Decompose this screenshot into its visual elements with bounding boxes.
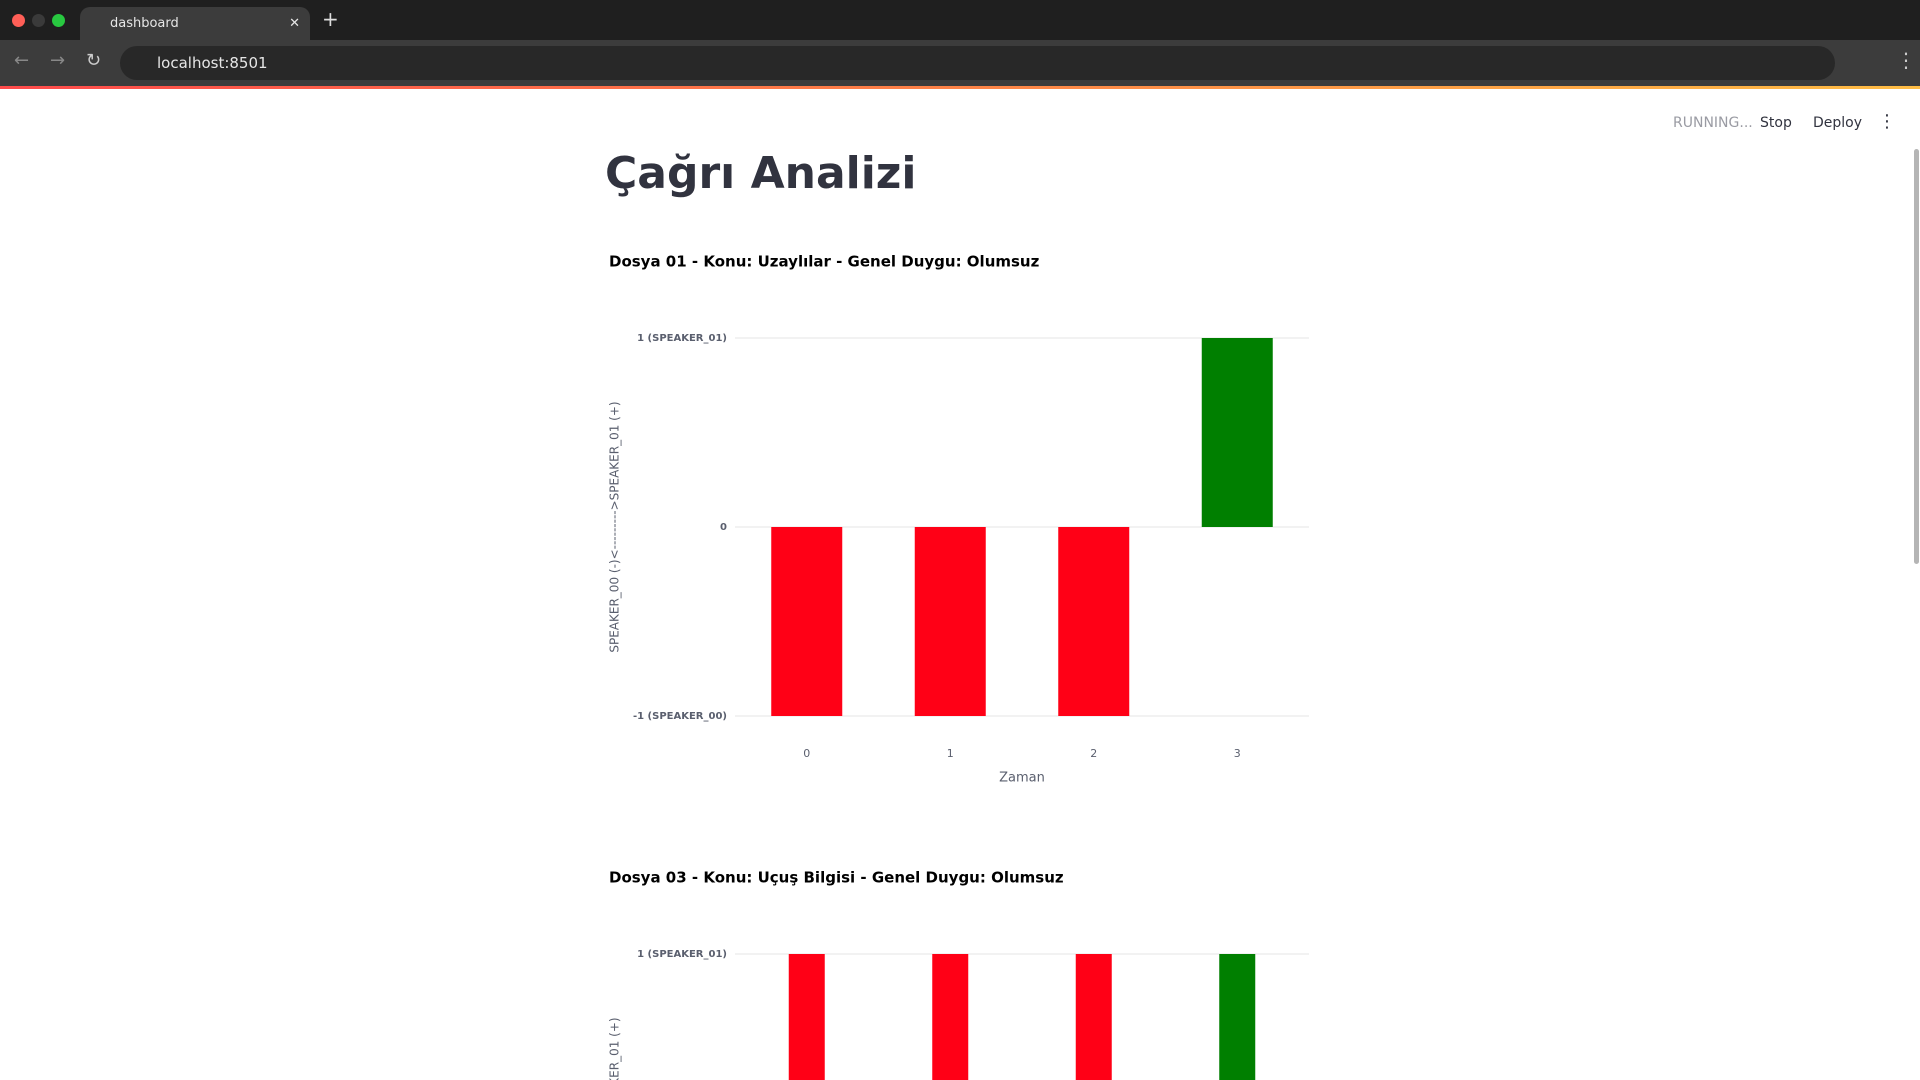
bar [932, 954, 969, 1080]
bar [788, 954, 825, 1080]
running-status: RUNNING... [1673, 115, 1753, 131]
back-button[interactable]: ← [14, 50, 30, 71]
url: localhost:8501 [157, 54, 268, 72]
forward-button[interactable]: → [50, 50, 66, 71]
bar [771, 527, 843, 716]
close-window[interactable] [12, 14, 25, 27]
scrollbar[interactable] [1914, 149, 1919, 564]
y-axis-title: SPEAKER_00 (-)<--------->SPEAKER_01 (+) [608, 1017, 622, 1080]
bar [1219, 954, 1256, 1080]
y-axis-title: SPEAKER_00 (-)<--------->SPEAKER_01 (+) [608, 401, 622, 652]
x-axis-title: Zaman [999, 771, 1045, 786]
tab-title: dashboard [110, 16, 179, 31]
reload-button[interactable]: ↻ [86, 50, 102, 71]
app-menu[interactable]: ⋮ [1878, 111, 1896, 132]
bar [1201, 338, 1273, 527]
y-tick-label: 0 [720, 522, 727, 533]
chart-title: Dosya 03 - Konu: Uçuş Bilgisi - Genel Du… [609, 869, 1064, 887]
toolbar: ← → ↻ localhost:8501 ⋮ [0, 40, 1920, 86]
new-tab[interactable]: + [322, 7, 339, 31]
x-tick-label: 3 [1234, 747, 1241, 760]
deploy-button[interactable]: Deploy [1813, 115, 1863, 131]
tab[interactable]: dashboard ✕ [80, 7, 310, 40]
header-decoration [0, 86, 1920, 89]
y-tick-label: -1 (SPEAKER_00) [633, 711, 727, 722]
bar [1075, 954, 1112, 1080]
browser-menu[interactable]: ⋮ [1896, 48, 1916, 72]
minimize-window[interactable] [32, 14, 45, 27]
bar [914, 527, 986, 716]
page-title: Çağrı Analizi [605, 148, 917, 199]
tab-close[interactable]: ✕ [289, 16, 300, 31]
address-bar[interactable]: localhost:8501 [120, 46, 1835, 80]
tab-strip: dashboard ✕ + [0, 0, 1920, 40]
x-tick-label: 1 [947, 747, 954, 760]
x-tick-label: 2 [1090, 747, 1097, 760]
maximize-window[interactable] [52, 14, 65, 27]
x-tick-label: 0 [803, 747, 810, 760]
bar [1058, 527, 1130, 716]
y-tick-label: 1 (SPEAKER_01) [637, 333, 727, 344]
stop-button[interactable]: Stop [1760, 115, 1792, 131]
y-tick-label: 1 (SPEAKER_01) [637, 949, 727, 960]
chart-title: Dosya 01 - Konu: Uzaylılar - Genel Duygu… [609, 253, 1040, 271]
